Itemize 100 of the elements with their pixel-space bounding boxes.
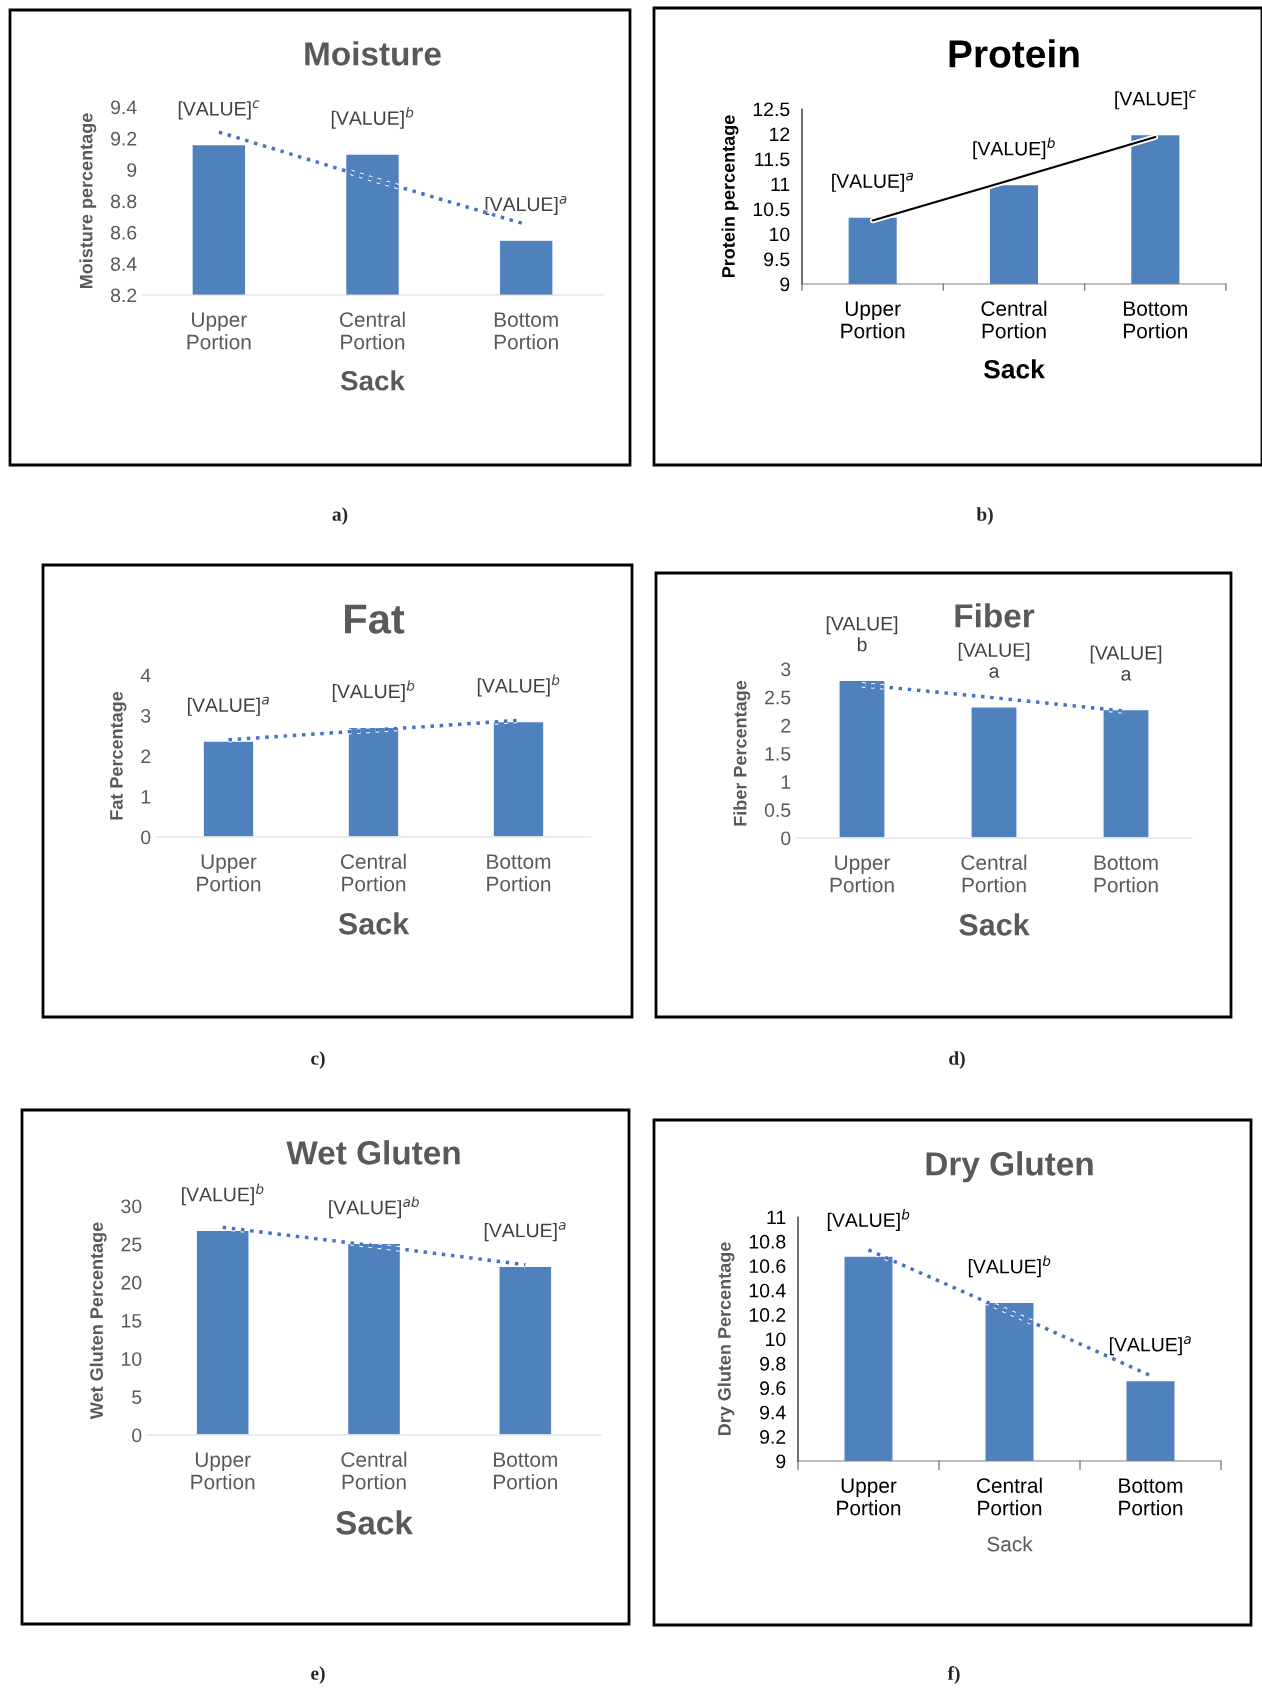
y-tick-label: 0.5 xyxy=(764,803,791,818)
data-label: [VALUE]$^{b}$ xyxy=(331,107,414,129)
y-tick-label: 9.4 xyxy=(111,100,137,115)
x-tick-label: Upper Portion xyxy=(841,301,905,339)
y-tick-label: 10.5 xyxy=(753,202,790,217)
x-tick-label: Bottom Portion xyxy=(487,854,551,892)
data-label: [VALUE]$^{b}$ xyxy=(477,674,560,697)
y-tick-label: 30 xyxy=(121,1199,142,1214)
data-label: [VALUE]$^{a}$ xyxy=(832,172,913,192)
y-tick-label: 9.4 xyxy=(760,1405,786,1420)
y-tick-label: 9.5 xyxy=(764,252,790,267)
data-label: [VALUE] a xyxy=(958,642,1030,678)
y-tick-label: 9.2 xyxy=(760,1430,786,1444)
text: e) xyxy=(311,1666,325,1684)
x-axis-title: Sack xyxy=(338,912,410,935)
data-label: [VALUE]$^{a}$ xyxy=(484,1222,566,1242)
y-tick-label: 8.4 xyxy=(110,257,137,271)
y-tick-label: 5 xyxy=(132,1390,142,1405)
y-tick-label: 9 xyxy=(780,277,790,292)
x-axis-title: Sack xyxy=(987,1536,1033,1552)
y-tick-label: 10.8 xyxy=(749,1234,786,1249)
data-label: [VALUE]$^{a}$ xyxy=(485,195,567,216)
y-tick-label: 20 xyxy=(121,1275,142,1290)
y-tick-label: 8.2 xyxy=(110,288,137,303)
y-tick-label: 0 xyxy=(132,1428,142,1443)
x-tick-label: Bottom Portion xyxy=(1124,301,1187,339)
y-axis-title: Wet Gluten Percentage xyxy=(89,1222,107,1420)
x-axis-title: Sack xyxy=(340,370,405,391)
x-tick-label: Bottom Portion xyxy=(494,1452,557,1490)
y-tick-label: 10.2 xyxy=(749,1308,786,1322)
text: b) xyxy=(976,507,993,525)
data-label: [VALUE]$^{b}$ xyxy=(182,1183,264,1206)
chart-title: Fat xyxy=(345,604,405,634)
y-tick-label: 2 xyxy=(141,749,151,764)
y-tick-label: 8.6 xyxy=(110,225,137,240)
y-tick-label: 9 xyxy=(127,163,137,177)
y-tick-label: 10 xyxy=(770,227,790,242)
y-axis-title: Fat Percentage xyxy=(110,691,127,820)
y-tick-label: 25 xyxy=(121,1237,142,1252)
data-label: [VALUE]$^{b}$ xyxy=(968,1255,1051,1278)
x-tick-label: Upper Portion xyxy=(830,855,894,893)
y-tick-label: 12 xyxy=(770,127,790,142)
x-tick-label: Upper Portion xyxy=(187,312,251,350)
y-tick-label: 10 xyxy=(122,1352,142,1366)
y-tick-label: 0 xyxy=(141,830,151,845)
text: d) xyxy=(949,1051,965,1069)
x-tick-label: Bottom Portion xyxy=(1119,1478,1183,1516)
y-tick-label: 11 xyxy=(767,1210,786,1225)
chart-title: Wet Gluten xyxy=(286,1140,460,1165)
y-tick-label: 9 xyxy=(776,1454,786,1469)
chart-title: Moisture xyxy=(305,41,441,66)
y-tick-label: 8.8 xyxy=(110,194,137,209)
data-label: [VALUE]$^{b}$ xyxy=(332,680,415,703)
y-tick-label: 10 xyxy=(766,1332,786,1347)
data-label: [VALUE] a xyxy=(1090,645,1162,681)
y-tick-label: 9.6 xyxy=(760,1381,786,1396)
y-tick-label: 1 xyxy=(141,790,151,804)
y-tick-label: 1.5 xyxy=(765,747,791,761)
y-tick-label: 2 xyxy=(781,718,791,733)
x-tick-label: Central Portion xyxy=(961,854,1027,893)
data-label: [VALUE]$^{b}$ xyxy=(827,1209,910,1231)
chart-title: Dry Gluten xyxy=(926,1151,1093,1183)
y-axis-title: Fiber Percentage xyxy=(733,680,751,826)
x-tick-label: Central Portion xyxy=(340,853,406,892)
x-tick-label: Central Portion xyxy=(341,1451,407,1490)
y-tick-label: 12.5 xyxy=(753,102,790,117)
x-axis-title: Sack xyxy=(983,359,1045,379)
x-tick-label: Upper Portion xyxy=(197,854,261,892)
bar xyxy=(970,706,1018,838)
data-label: [VALUE]$^{c}$ xyxy=(178,100,260,120)
y-tick-label: 11 xyxy=(771,177,790,192)
text: c) xyxy=(311,1051,325,1069)
x-tick-label: Central Portion xyxy=(339,311,405,350)
data-label: [VALUE]$^{ab}$ xyxy=(329,1196,419,1219)
text: a) xyxy=(332,507,348,525)
x-tick-label: Bottom Portion xyxy=(494,312,558,350)
y-tick-label: 1 xyxy=(781,775,791,789)
y-axis-title: Dry Gluten Percentage xyxy=(717,1242,735,1436)
y-tick-label: 4 xyxy=(140,668,151,683)
chart-title: Fiber xyxy=(955,603,1035,628)
x-tick-label: Central Portion xyxy=(981,300,1047,339)
y-axis-title: Protein percentage xyxy=(721,115,739,278)
x-tick-label: Central Portion xyxy=(976,1477,1042,1516)
y-tick-label: 10.6 xyxy=(749,1259,786,1274)
data-label: [VALUE]$^{a}$ xyxy=(187,696,269,716)
text: f) xyxy=(947,1666,960,1684)
y-tick-label: 10.4 xyxy=(749,1283,786,1298)
x-tick-label: Bottom Portion xyxy=(1094,855,1158,893)
x-tick-label: Upper Portion xyxy=(837,1478,901,1516)
y-tick-label: 11.5 xyxy=(755,152,790,167)
y-axis-title: Moisture percentage xyxy=(79,113,97,289)
data-label: [VALUE]$^{c}$ xyxy=(1115,90,1196,110)
x-axis-title: Sack xyxy=(959,913,1030,936)
y-tick-label: 15 xyxy=(122,1314,142,1328)
x-axis-title: Sack xyxy=(336,1510,413,1535)
y-tick-label: 0 xyxy=(781,831,791,846)
y-tick-label: 9.2 xyxy=(111,131,137,146)
y-tick-label: 3 xyxy=(781,662,791,677)
y-tick-label: 9.8 xyxy=(760,1356,786,1371)
data-label: [VALUE]$^{b}$ xyxy=(973,137,1055,160)
